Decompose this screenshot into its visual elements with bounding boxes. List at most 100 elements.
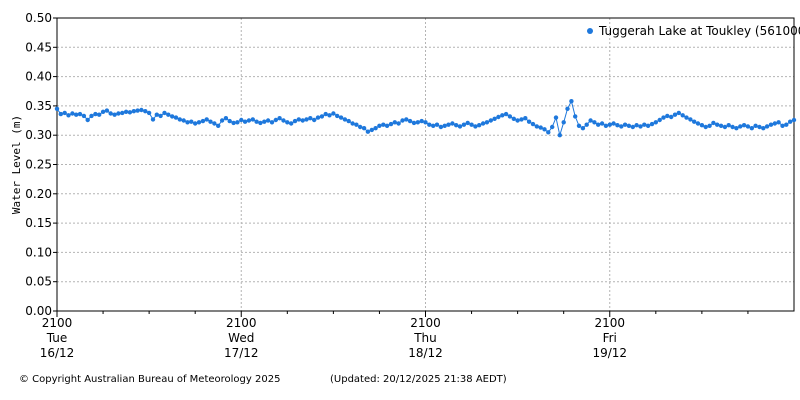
data-point — [492, 116, 497, 122]
data-point — [423, 120, 428, 125]
data-point — [227, 118, 232, 124]
data-point — [465, 120, 470, 126]
data-point — [66, 113, 71, 118]
x-tick-label: 2100 — [42, 316, 73, 330]
data-point — [135, 108, 140, 113]
data-point — [780, 123, 785, 128]
data-point — [407, 118, 413, 124]
data-point — [711, 120, 716, 126]
data-point — [745, 124, 751, 129]
data-point — [580, 126, 586, 131]
data-point — [396, 121, 401, 126]
data-point — [277, 116, 282, 121]
data-point — [74, 112, 79, 117]
data-point — [346, 118, 351, 124]
data-point — [354, 122, 359, 127]
data-point — [419, 118, 424, 124]
axes: 0.00 0.05 0.10 0.15 0.20 0.25 0.30 0.35 0.40 0.45… — [25, 11, 795, 360]
data-point — [331, 111, 336, 116]
data-point — [289, 121, 294, 126]
data-point — [603, 123, 609, 128]
data-point — [173, 115, 179, 120]
y-tick-label: 0.05 — [25, 275, 52, 289]
data-point — [335, 113, 340, 119]
data-point — [204, 117, 209, 122]
y-tick-label: 0.50 — [25, 11, 52, 25]
data-point — [350, 121, 355, 126]
data-point — [550, 124, 555, 130]
data-point — [573, 114, 578, 119]
data-point — [100, 109, 106, 115]
data-point — [265, 118, 271, 123]
data-point — [703, 124, 708, 130]
data-point — [304, 117, 309, 122]
data-point — [749, 126, 754, 131]
data-point — [457, 124, 463, 129]
data-point — [104, 108, 110, 113]
y-tick-label: 0.00 — [25, 304, 52, 318]
data-point — [258, 120, 263, 126]
data-point — [239, 117, 244, 123]
data-point — [569, 99, 574, 104]
data-point — [557, 133, 562, 138]
data-point — [534, 124, 539, 129]
data-point — [461, 122, 467, 127]
data-point — [450, 121, 455, 126]
data-point — [254, 119, 259, 124]
data-point — [488, 118, 493, 123]
x-tick-label: Wed — [228, 331, 254, 345]
data-point — [730, 124, 735, 130]
y-tick-label: 0.10 — [25, 245, 52, 259]
data-point — [97, 112, 102, 117]
data-point — [776, 120, 781, 125]
data-point — [622, 122, 628, 127]
data-point — [626, 123, 632, 128]
data-point — [772, 121, 777, 126]
data-point — [788, 119, 793, 124]
data-point — [791, 117, 797, 123]
data-point — [185, 120, 190, 125]
data-point — [108, 111, 113, 116]
data-point — [480, 121, 486, 126]
data-point — [768, 122, 774, 127]
data-point — [384, 123, 390, 128]
data-point — [338, 115, 344, 120]
data-point — [542, 127, 547, 132]
data-point — [127, 110, 133, 115]
y-tick-label: 0.25 — [25, 158, 52, 172]
x-tick-label: Thu — [413, 331, 437, 345]
data-point — [281, 118, 286, 123]
data-point — [231, 120, 236, 126]
y-tick-label: 0.15 — [25, 216, 52, 230]
data-point — [411, 120, 417, 126]
data-point — [665, 113, 670, 119]
data-point — [596, 122, 601, 127]
data-point — [89, 113, 94, 119]
legend-series-name: Tuggerah Lake at Toukley (561000) — [598, 24, 800, 38]
data-point — [312, 117, 317, 123]
data-point — [77, 111, 83, 117]
data-point — [315, 115, 321, 120]
data-point — [611, 121, 616, 126]
x-tick-label: 16/12 — [40, 346, 75, 360]
data-point — [358, 124, 363, 130]
data-point — [62, 110, 67, 116]
data-point — [764, 124, 770, 129]
data-point — [757, 124, 762, 130]
data-point — [473, 124, 478, 129]
data-point — [123, 109, 129, 115]
data-point — [154, 112, 159, 117]
data-point — [323, 111, 328, 117]
data-point — [484, 120, 490, 125]
data-point — [146, 110, 152, 116]
data-point — [630, 124, 635, 130]
data-point — [469, 122, 474, 127]
data-point — [688, 117, 693, 122]
data-point — [58, 111, 63, 117]
data-point — [615, 123, 620, 128]
data-point — [477, 123, 482, 128]
data-point — [669, 114, 674, 120]
data-point — [707, 123, 712, 128]
data-point — [235, 120, 240, 125]
data-point — [753, 123, 758, 128]
